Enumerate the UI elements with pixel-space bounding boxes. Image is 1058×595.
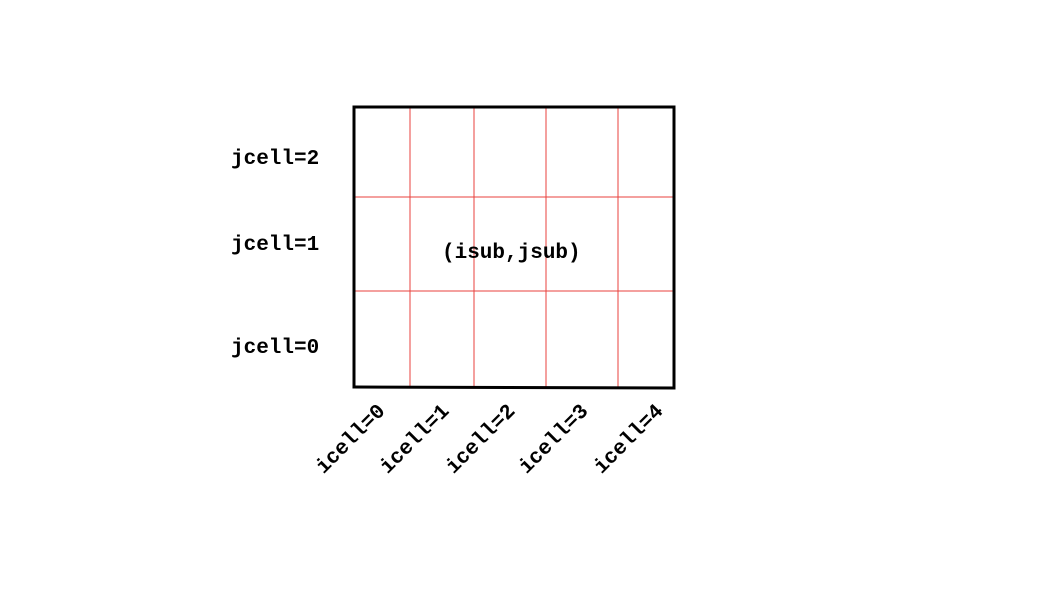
grid-border — [352, 105, 676, 390]
column-label-icell-2: icell=2 — [442, 401, 521, 480]
sub-cell-label: (isub,jsub) — [442, 242, 581, 265]
column-label-icell-4: icell=4 — [590, 401, 669, 480]
row-labels: jcell=2 jcell=1 jcell=0 — [231, 148, 319, 360]
row-label-jcell-1: jcell=1 — [231, 234, 319, 257]
column-label-icell-1: icell=1 — [376, 401, 455, 480]
column-label-icell-0: icell=0 — [312, 401, 391, 480]
row-label-jcell-2: jcell=2 — [231, 148, 319, 171]
column-labels: icell=0 icell=1 icell=2 icell=3 icell=4 — [312, 401, 669, 480]
row-label-jcell-0: jcell=0 — [231, 337, 319, 360]
column-label-icell-3: icell=3 — [515, 401, 594, 480]
border-bottom — [352, 385, 676, 390]
grid-lines — [354, 108, 674, 388]
